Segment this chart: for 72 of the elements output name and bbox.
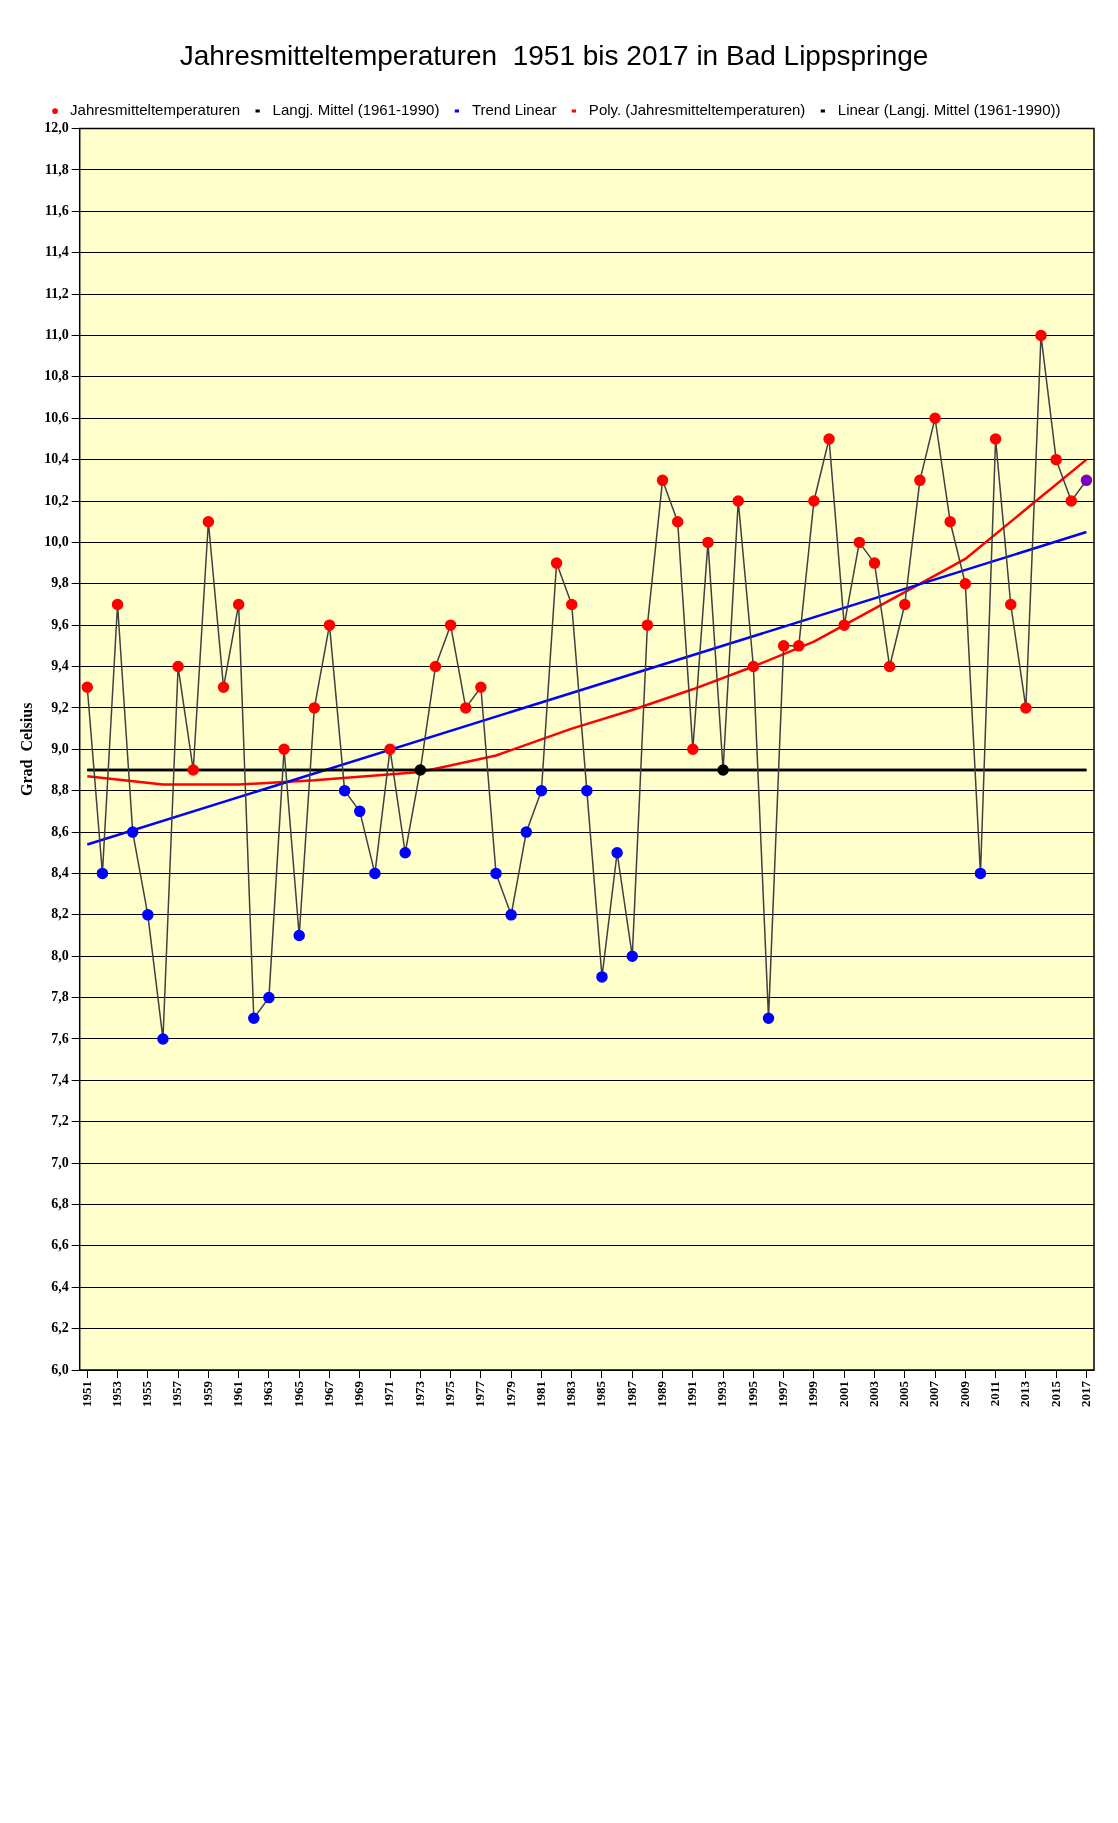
legend-label: Jahresmitteltemperaturen: [70, 101, 241, 119]
x-tick-label: 1999: [805, 1380, 821, 1407]
legend-label: Langj. Mittel (1961-1990): [272, 101, 440, 119]
y-tick-label: 7,8: [51, 989, 69, 1005]
y-tick-label: 6,8: [51, 1196, 69, 1212]
x-tick-label: 1979: [502, 1380, 518, 1407]
y-tick-label: 7,0: [51, 1154, 69, 1170]
y-tick-label: 12,0: [44, 120, 69, 136]
y-tick-label: 7,2: [51, 1113, 69, 1129]
y-tick-label: 11,0: [44, 327, 69, 343]
y-tick-label: 8,2: [51, 906, 69, 922]
x-tick-label: 2007: [926, 1380, 942, 1407]
y-tick-label: 10,2: [44, 492, 69, 508]
x-tick-label: 2015: [1047, 1380, 1063, 1407]
x-tick-label: 1983: [563, 1380, 579, 1407]
y-tick-label: 10,8: [44, 368, 69, 384]
y-tick-label: 6,2: [51, 1320, 69, 1336]
chart-title: Jahresmitteltemperaturen 1951 bis 2017 in Bad Lippspringe: [179, 39, 929, 71]
x-tick-label: 2001: [835, 1381, 851, 1407]
y-tick-label: 9,8: [51, 575, 69, 591]
x-tick-label: 2011: [986, 1381, 1002, 1407]
x-tick-label: 1985: [593, 1380, 609, 1407]
y-tick-label: 11,2: [44, 285, 69, 301]
legend-label: Linear (Langj. Mittel (1961-1990)): [837, 101, 1061, 119]
x-tick-label: 1961: [230, 1381, 246, 1407]
y-tick-label: 9,0: [51, 740, 69, 756]
x-tick-label: 1957: [169, 1380, 185, 1407]
x-tick-label: 2003: [865, 1380, 881, 1407]
x-tick-label: 1969: [351, 1380, 367, 1407]
y-tick-label: 6,0: [51, 1361, 69, 1377]
x-tick-label: 1965: [290, 1380, 306, 1407]
x-tick-label: 1995: [744, 1380, 760, 1407]
y-tick-label: 8,6: [51, 823, 69, 839]
y-tick-label: 8,4: [51, 865, 69, 881]
x-tick-label: 1951: [78, 1381, 94, 1407]
y-tick-label: 10,4: [44, 451, 69, 467]
x-tick-label: 1973: [411, 1380, 427, 1407]
x-tick-label: 1967: [320, 1380, 336, 1407]
y-tick-label: 9,4: [51, 658, 69, 674]
y-tick-label: 6,6: [51, 1237, 69, 1253]
x-tick-label: 1963: [260, 1380, 276, 1407]
x-tick-label: 1971: [381, 1381, 397, 1407]
x-tick-label: 1981: [532, 1381, 548, 1407]
x-tick-label: 1997: [775, 1380, 791, 1407]
y-tick-label: 8,0: [51, 947, 69, 963]
y-axis-title: Grad Celsius: [17, 702, 35, 796]
y-tick-label: 11,6: [44, 202, 69, 218]
x-tick-label: 2017: [1077, 1380, 1093, 1407]
y-tick-label: 10,6: [44, 409, 69, 425]
y-tick-label: 10,0: [44, 534, 69, 550]
x-tick-label: 2009: [956, 1380, 972, 1407]
y-tick-label: 11,8: [44, 161, 69, 177]
x-tick-label: 1953: [108, 1380, 124, 1407]
x-tick-label: 1987: [623, 1380, 639, 1407]
y-tick-label: 9,6: [51, 616, 69, 632]
legend-label: Trend Linear: [471, 101, 557, 119]
y-tick-label: 7,6: [51, 1030, 69, 1046]
x-tick-label: 2013: [1017, 1380, 1033, 1407]
x-tick-label: 1955: [139, 1380, 155, 1407]
x-tick-label: 1989: [653, 1380, 669, 1407]
x-tick-label: 1975: [441, 1380, 457, 1407]
y-tick-label: 7,4: [51, 1071, 69, 1087]
x-tick-label: 2005: [896, 1380, 912, 1407]
y-tick-label: 9,2: [51, 699, 69, 715]
x-tick-label: 1991: [684, 1381, 700, 1407]
legend-label: Poly. (Jahresmitteltemperaturen): [588, 101, 806, 119]
y-tick-label: 11,4: [44, 244, 69, 260]
x-tick-label: 1977: [472, 1380, 488, 1407]
y-tick-label: 8,8: [51, 782, 69, 798]
x-tick-label: 1993: [714, 1380, 730, 1407]
y-tick-label: 6,4: [51, 1278, 69, 1294]
x-tick-label: 1959: [199, 1380, 215, 1407]
